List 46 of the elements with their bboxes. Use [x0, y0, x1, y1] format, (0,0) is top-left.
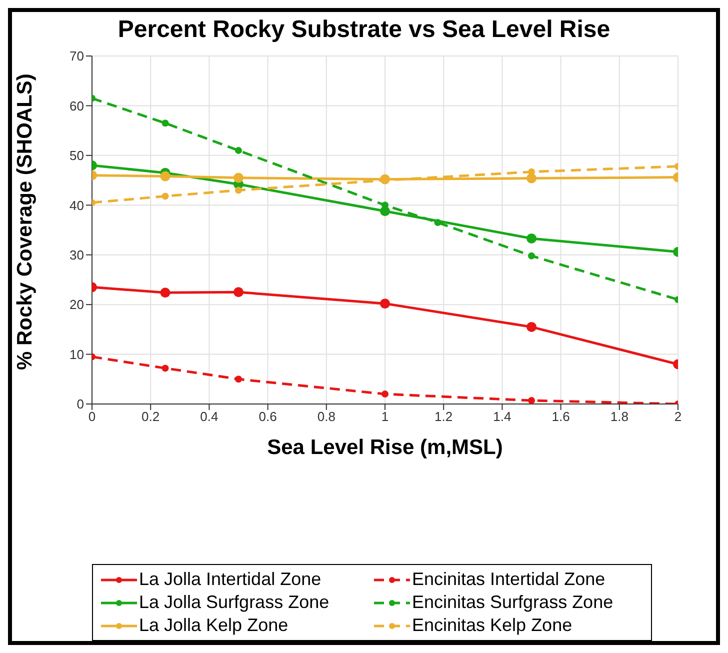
x-tick-label: 0.8 — [317, 409, 336, 424]
x-tick-label: 0.6 — [258, 409, 277, 424]
point — [235, 376, 242, 383]
x-axis-title: Sea Level Rise (m,MSL) — [267, 436, 503, 459]
x-tick-label: 1.6 — [552, 409, 570, 424]
y-axis-title: % Rocky Coverage (SHOALS) — [13, 74, 36, 370]
x-tick-label: 0 — [88, 409, 96, 424]
x-tick-label: 0.2 — [142, 409, 160, 424]
point — [528, 397, 535, 404]
legend-label: Encinitas Intertidal Zone — [412, 569, 606, 590]
chart-title: Percent Rocky Substrate vs Sea Level Rise — [116, 16, 612, 45]
legend-label: Encinitas Kelp Zone — [412, 615, 572, 636]
point — [526, 322, 536, 332]
point — [235, 186, 242, 194]
y-tick-label: 10 — [70, 346, 84, 362]
point — [235, 146, 242, 154]
y-tick-label: 50 — [70, 148, 84, 164]
legend-label: Encinitas Surfgrass Zone — [412, 592, 614, 613]
x-tick-label: 1.2 — [434, 409, 453, 424]
x-tick-label: 2 — [674, 409, 682, 424]
point — [526, 233, 536, 244]
y-tick-label: 40 — [70, 198, 84, 213]
x-tick-label: 1.8 — [610, 409, 628, 424]
legend-label: La Jolla Kelp Zone — [139, 615, 288, 636]
point — [234, 172, 244, 183]
point — [382, 390, 388, 398]
point — [162, 364, 169, 372]
x-tick-label: 1 — [381, 409, 389, 424]
point — [528, 168, 535, 176]
point — [160, 171, 170, 182]
point — [234, 287, 244, 298]
y-tick-label: 60 — [70, 98, 84, 114]
x-tick-label: 1.4 — [493, 409, 512, 424]
point — [380, 298, 390, 309]
y-tick-label: 0 — [76, 396, 84, 412]
point — [528, 252, 535, 260]
legend-label: La Jolla Surfgrass Zone — [139, 592, 330, 613]
point — [162, 192, 169, 200]
point — [160, 288, 170, 298]
point — [162, 120, 169, 127]
y-tick-label: 30 — [70, 247, 84, 262]
legend-label: La Jolla Intertidal Zone — [139, 569, 322, 590]
y-tick-label: 20 — [70, 297, 84, 312]
point — [434, 219, 442, 226]
x-tick-label: 0.4 — [200, 409, 218, 424]
y-tick-label: 70 — [70, 48, 84, 64]
